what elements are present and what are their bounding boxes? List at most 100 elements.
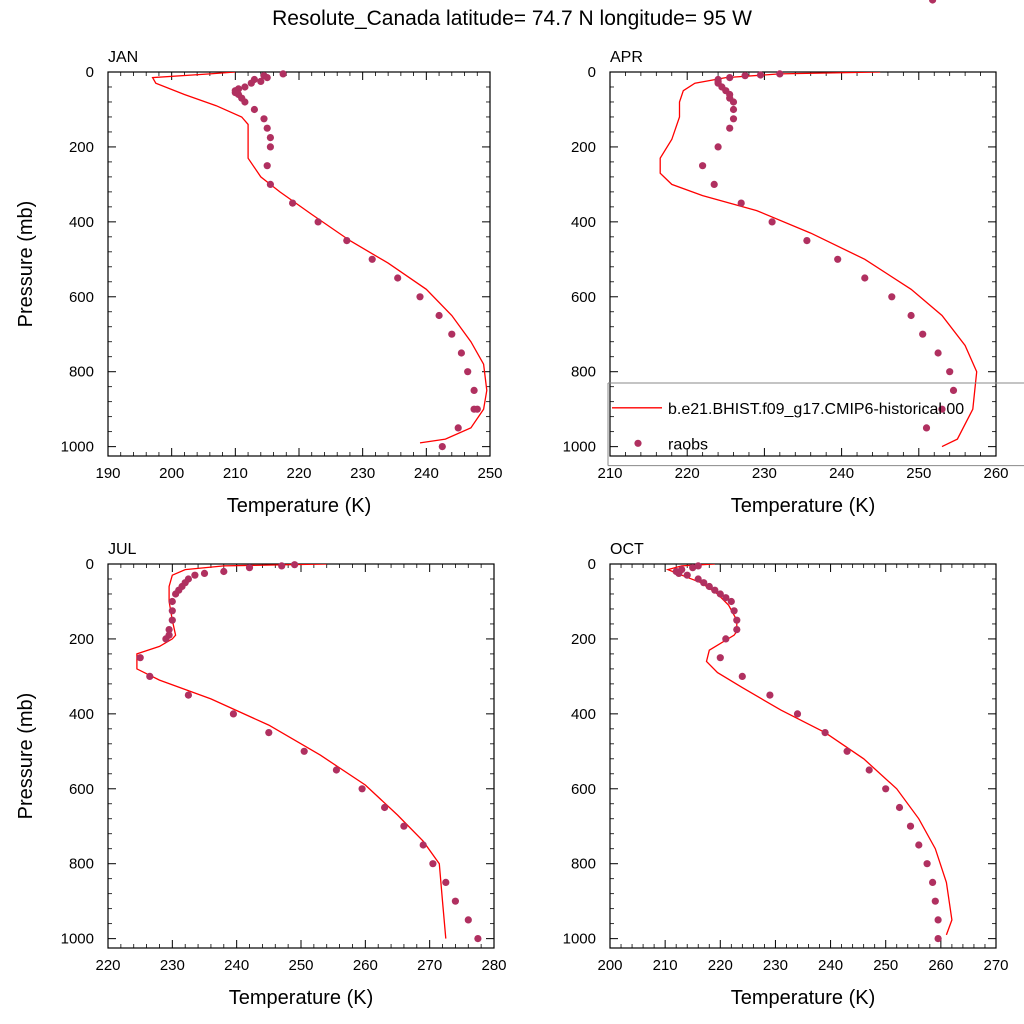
x-tick-label: 240 — [829, 465, 854, 482]
obs-point — [888, 293, 896, 301]
obs-point — [821, 729, 829, 737]
x-tick-label: 260 — [928, 957, 953, 974]
obs-point — [733, 616, 741, 624]
obs-point — [184, 691, 192, 699]
model-series-line — [136, 564, 447, 939]
obs-point — [300, 747, 308, 755]
obs-point — [946, 368, 954, 376]
obs-point — [263, 74, 271, 82]
x-tick-label: 280 — [481, 957, 506, 974]
obs-point — [435, 311, 443, 320]
obs-point — [291, 561, 299, 569]
obs-point — [710, 180, 718, 188]
obs-point — [332, 766, 340, 774]
obs-point — [263, 162, 271, 170]
panel-title: JAN — [108, 49, 138, 66]
obs-point — [714, 143, 722, 151]
obs-point — [442, 878, 450, 887]
obs-point — [136, 654, 144, 662]
obs-point — [683, 571, 691, 579]
obs-point — [381, 803, 389, 812]
obs-point — [165, 626, 173, 634]
obs-point — [162, 635, 170, 643]
obs-point — [146, 672, 154, 681]
obs-point — [438, 443, 446, 451]
obs-point — [343, 237, 351, 245]
obs-point — [694, 562, 702, 570]
obs-point — [266, 143, 274, 151]
obs-point — [358, 785, 366, 793]
obs-point — [700, 579, 708, 587]
x-tick-label: 230 — [763, 957, 788, 974]
plot-frame — [609, 563, 997, 949]
x-tick-label: 200 — [597, 957, 622, 974]
x-tick-label: 230 — [160, 957, 185, 974]
y-tick-label: 1000 — [563, 931, 596, 948]
x-tick-label: 260 — [353, 957, 378, 974]
obs-point — [776, 70, 784, 78]
obs-point — [279, 70, 287, 78]
obs-point — [934, 935, 942, 943]
panel-jul: 220 230 240 250 260 270 280 0 200 400 600 800 1000 JU… — [15, 541, 507, 1009]
x-tick-label: 270 — [417, 957, 442, 974]
legend: b.e21.BHIST.f09_g17.CMIP6-historical.00r… — [607, 382, 1024, 467]
obs-point — [938, 405, 946, 413]
obs-point — [733, 626, 741, 634]
x-tick-label: 210 — [597, 465, 622, 482]
y-tick-label: 400 — [571, 706, 596, 723]
obs-point — [368, 255, 376, 263]
obs-point — [929, 0, 937, 4]
obs-point — [729, 105, 738, 114]
obs-point — [882, 785, 890, 793]
obs-point — [729, 115, 738, 123]
obs-point — [266, 180, 274, 188]
x-tick-label: 240 — [224, 957, 249, 974]
obs-point — [241, 83, 249, 91]
plot-frame — [609, 71, 997, 457]
obs-point — [416, 293, 424, 301]
obs-point — [191, 571, 199, 579]
obs-point — [454, 424, 462, 432]
obs-point — [716, 590, 724, 598]
legend-obs-label: raobs — [668, 436, 708, 453]
x-tick-label: 250 — [477, 465, 502, 482]
x-tick-label: 210 — [653, 957, 678, 974]
obs-point — [464, 916, 472, 924]
x-tick-label: 220 — [286, 465, 311, 482]
y-axis-title: Pressure (mb) — [15, 201, 37, 328]
x-axis-title: Temperature (K) — [731, 987, 876, 1009]
x-tick-label: 220 — [675, 465, 700, 482]
x-tick-label: 230 — [752, 465, 777, 482]
panel-title: APR — [610, 49, 643, 66]
obs-point — [289, 199, 297, 207]
y-tick-label: 0 — [588, 556, 596, 573]
obs-point — [464, 368, 472, 376]
obs-point — [200, 569, 209, 578]
obs-point — [726, 124, 734, 132]
legend-model-label: b.e21.BHIST.f09_g17.CMIP6-historical.00 — [668, 401, 964, 418]
y-tick-label: 600 — [571, 781, 596, 798]
obs-point — [172, 590, 180, 598]
y-tick-label: 600 — [571, 289, 596, 306]
obs-point — [220, 567, 228, 576]
obs-point — [245, 564, 254, 572]
panel-apr: 210 220 230 240 250 260 0 200 400 600 800 1000 APR Te… — [563, 49, 1009, 517]
x-tick-label: 240 — [818, 957, 843, 974]
obs-point — [865, 766, 873, 774]
obs-point — [689, 564, 697, 572]
figure-title: Resolute_Canada latitude= 74.7 N longitu… — [272, 7, 752, 30]
y-tick-label: 200 — [69, 631, 94, 648]
y-tick-label: 800 — [69, 364, 94, 381]
obs-point — [429, 860, 437, 868]
obs-point — [843, 747, 851, 755]
obs-point — [895, 803, 904, 812]
y-tick-label: 400 — [69, 706, 94, 723]
obs-point — [257, 77, 265, 85]
y-tick-label: 400 — [69, 214, 94, 231]
panel-title: JUL — [108, 541, 137, 558]
obs-point — [834, 255, 842, 263]
plot-frame — [107, 563, 495, 949]
obs-point — [922, 424, 931, 432]
y-tick-label: 800 — [571, 856, 596, 873]
